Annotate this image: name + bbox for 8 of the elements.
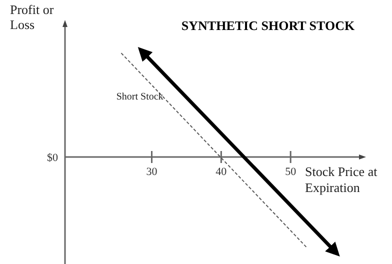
x-axis-title: Stock Price at Expiration bbox=[305, 164, 378, 195]
x-tick-label: 40 bbox=[216, 166, 228, 178]
x-tick-label: 50 bbox=[285, 166, 297, 178]
chart-title: SYNTHETIC SHORT STOCK bbox=[181, 18, 356, 33]
x-tick-label: 30 bbox=[146, 166, 158, 178]
y-axis-title: Profit or Loss bbox=[10, 2, 54, 32]
series-label: Short Stock bbox=[116, 91, 164, 102]
text: $0 bbox=[47, 152, 58, 164]
